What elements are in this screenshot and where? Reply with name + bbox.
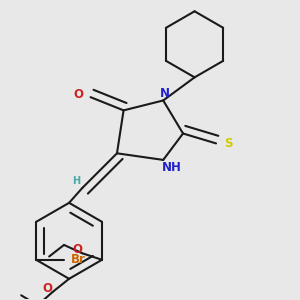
Text: O: O [73, 88, 83, 101]
Text: Br: Br [71, 253, 86, 266]
Text: H: H [72, 176, 80, 186]
Text: O: O [72, 243, 82, 256]
Text: O: O [43, 281, 52, 295]
Text: NH: NH [161, 161, 182, 174]
Text: S: S [224, 137, 233, 150]
Text: N: N [160, 87, 170, 100]
